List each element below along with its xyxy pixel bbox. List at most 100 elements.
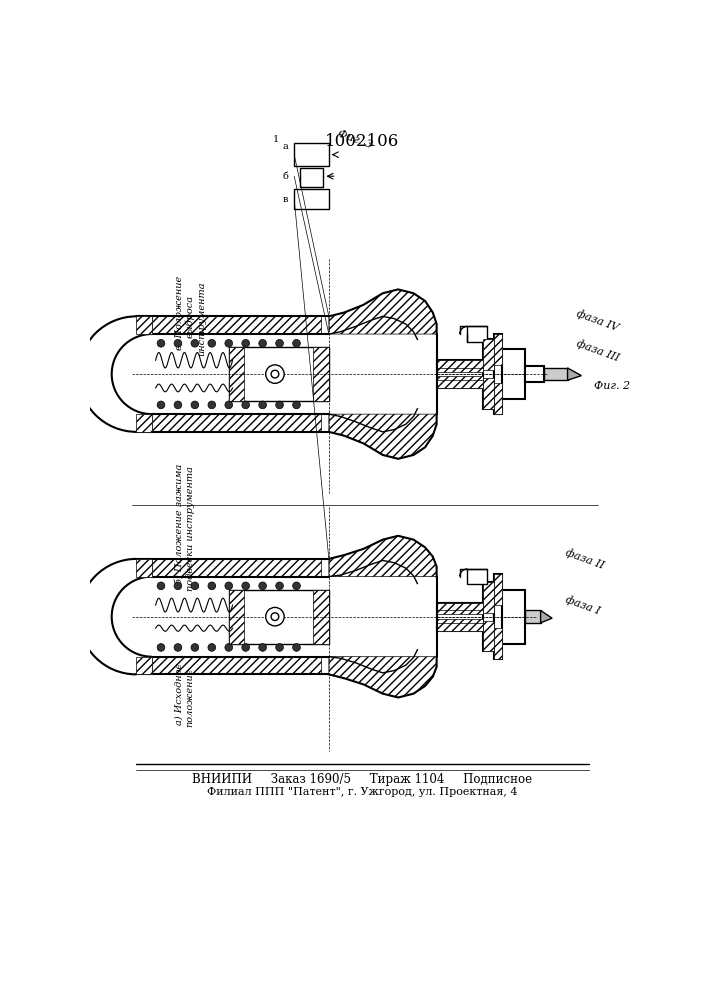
Polygon shape [568,368,581,380]
Bar [152,559,321,577]
Bar [437,619,483,631]
Text: Филиал ППП "Патент", г. Ужгород, ул. Проектная, 4: Филиал ППП "Патент", г. Ужгород, ул. Про… [206,787,518,797]
Bar [229,590,244,644]
Circle shape [276,339,284,347]
Bar [544,368,568,380]
Circle shape [276,401,284,409]
Polygon shape [136,316,152,334]
Bar [483,582,494,613]
Polygon shape [541,610,552,623]
Circle shape [208,401,216,409]
Circle shape [225,339,233,347]
Circle shape [242,401,250,409]
Circle shape [191,401,199,409]
Circle shape [293,401,300,409]
Bar [525,366,544,382]
Polygon shape [329,536,437,577]
Text: 1002106: 1002106 [325,133,399,150]
Text: б) Положение зажима: б) Положение зажима [174,464,183,584]
Text: в) Положение: в) Положение [174,275,183,350]
Bar [229,347,329,401]
Circle shape [191,582,199,590]
Bar [437,603,483,631]
Text: ВНИИПИ     Заказ 1690/5     Тираж 1104     Подписное: ВНИИПИ Заказ 1690/5 Тираж 1104 Подписное [192,773,532,786]
Polygon shape [329,657,437,698]
Bar [494,628,502,659]
Circle shape [259,401,267,409]
Circle shape [271,370,279,378]
Circle shape [157,401,165,409]
Bar [494,590,525,644]
Bar [300,168,324,187]
Circle shape [242,582,250,590]
Circle shape [276,644,284,651]
Bar [494,383,502,414]
Circle shape [174,401,182,409]
Circle shape [225,582,233,590]
Text: инструмента: инструмента [197,281,206,356]
Bar [483,339,494,370]
Circle shape [242,339,250,347]
Bar [229,590,329,644]
Circle shape [259,339,267,347]
Bar [294,143,329,166]
Polygon shape [329,414,437,459]
Bar [152,316,321,334]
Circle shape [208,339,216,347]
Bar [437,360,483,372]
Text: фаза II: фаза II [563,547,605,571]
Text: фаза III: фаза III [575,338,621,364]
Circle shape [157,339,165,347]
Circle shape [174,644,182,651]
Circle shape [191,339,199,347]
Bar [494,334,502,414]
Circle shape [208,582,216,590]
Circle shape [208,644,216,651]
Circle shape [293,582,300,590]
Polygon shape [136,559,152,577]
Text: а: а [282,142,288,151]
Circle shape [174,582,182,590]
Text: фаза IV: фаза IV [575,308,620,333]
Bar [313,347,329,401]
Text: в: в [283,195,288,204]
Circle shape [157,644,165,651]
Bar [152,657,321,674]
Bar [437,376,483,388]
Circle shape [266,365,284,383]
Bar [494,349,525,399]
Bar [483,339,494,409]
Bar [483,582,494,651]
Bar [483,620,494,651]
Bar [294,189,329,209]
Circle shape [293,339,300,347]
Circle shape [259,644,267,651]
Circle shape [242,644,250,651]
Text: положение: положение [186,668,194,727]
Bar [494,574,502,605]
Text: подвески инструмента: подвески инструмента [186,466,194,591]
Polygon shape [136,414,152,432]
Polygon shape [329,289,437,334]
Bar [467,326,486,342]
Bar [494,574,502,659]
Text: Фиг. 2: Фиг. 2 [595,381,631,391]
Bar [152,414,321,432]
Bar [313,590,329,644]
Circle shape [276,582,284,590]
Circle shape [293,644,300,651]
Bar [467,569,486,584]
Text: 1: 1 [272,135,279,144]
Text: а) Исходное: а) Исходное [174,663,183,725]
Circle shape [191,644,199,651]
Circle shape [271,613,279,620]
Bar [437,360,483,388]
Circle shape [259,582,267,590]
Text: б: б [282,172,288,181]
Bar [494,334,502,365]
Text: фаза I: фаза I [563,594,601,616]
Circle shape [225,401,233,409]
Bar [525,610,541,623]
Bar [437,603,483,614]
Circle shape [225,644,233,651]
